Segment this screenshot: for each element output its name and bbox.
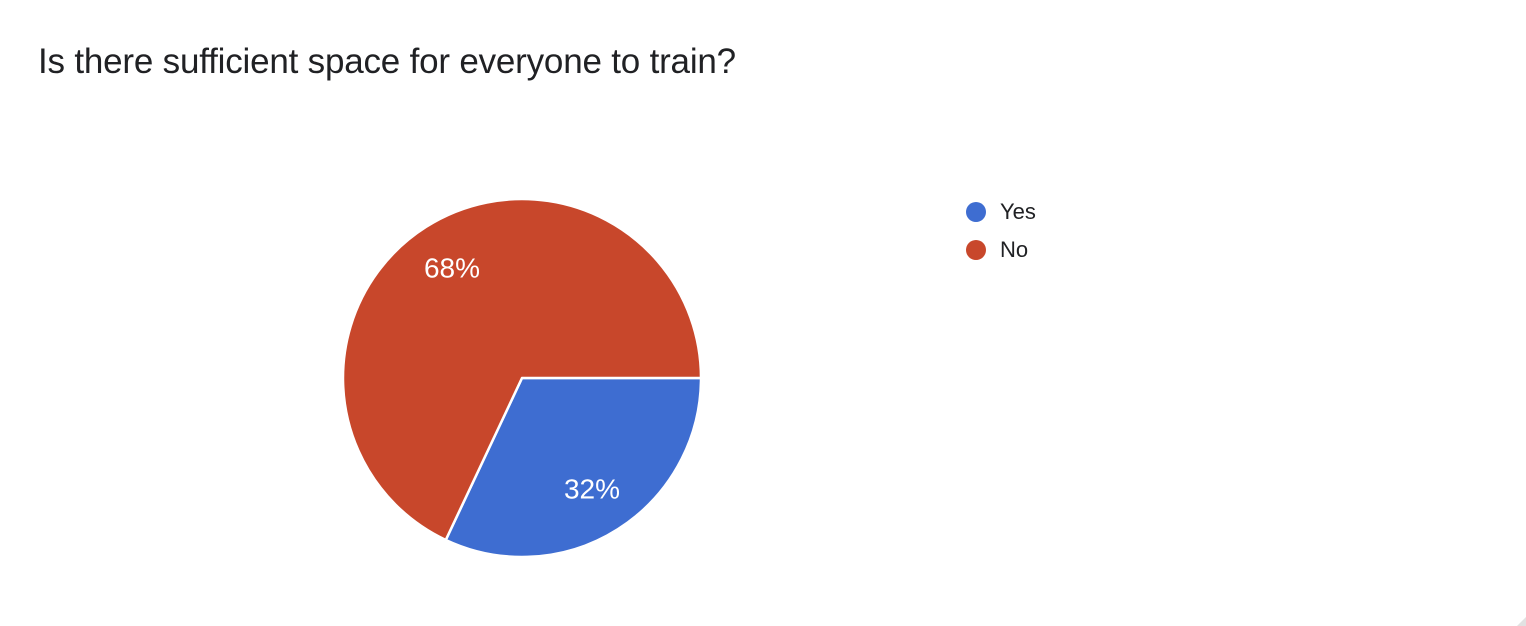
legend-label: No [1000, 237, 1029, 262]
legend-label: Yes [1000, 199, 1036, 224]
pie-chart: 32% 68% [341, 197, 703, 560]
pie-slice-no[interactable] [341, 197, 703, 542]
question-title: Is there sufficient space for everyone t… [38, 42, 736, 81]
legend-item-no: No [966, 236, 1036, 264]
pie-slice-yes[interactable] [444, 376, 703, 559]
legend-swatch-yes-icon [966, 202, 986, 222]
pie-svg: 32% 68% [341, 197, 703, 559]
chart-legend: Yes No [966, 198, 1036, 264]
pie-slice-label: 32% [564, 473, 620, 504]
legend-item-yes: Yes [966, 198, 1036, 226]
legend-swatch-no-icon [966, 240, 986, 260]
resize-grip-icon[interactable] [1517, 617, 1526, 626]
pie-slice-label: 68% [424, 253, 480, 284]
